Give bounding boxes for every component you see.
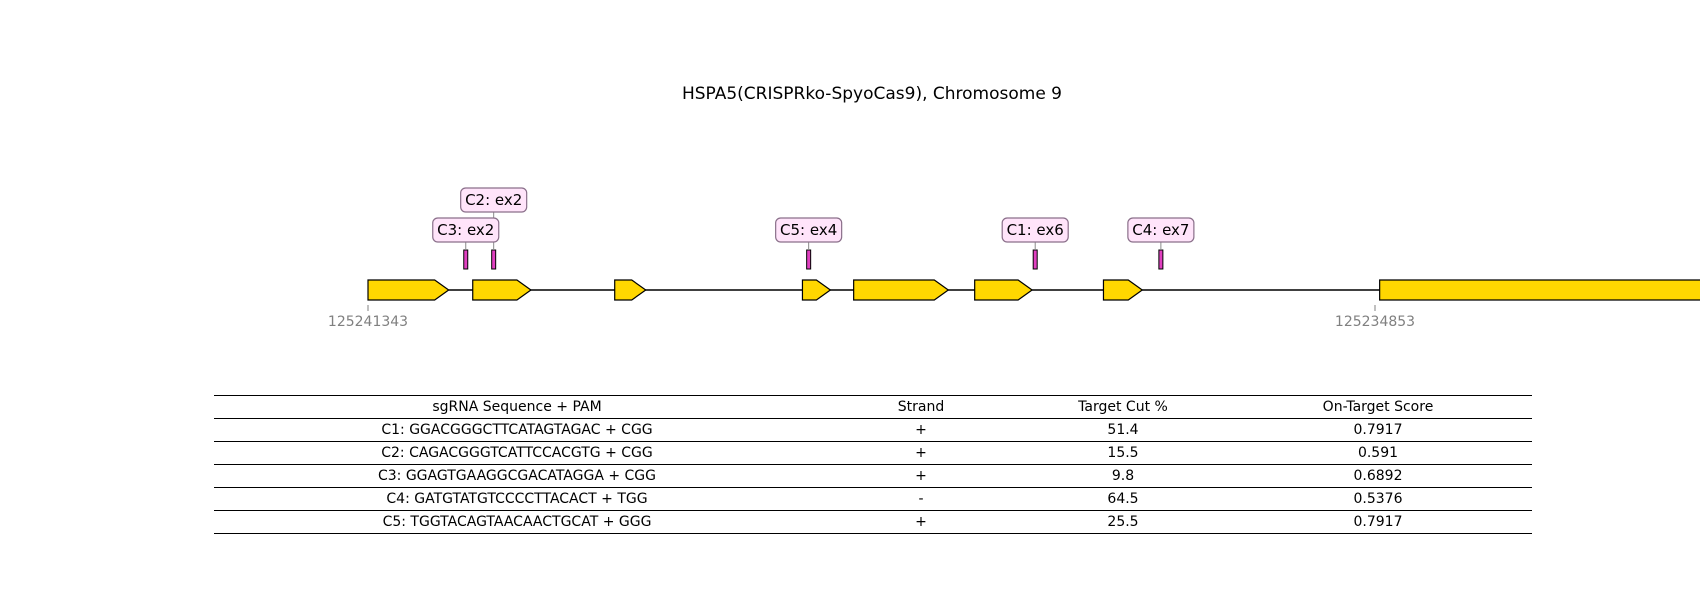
strand-cell: - [820, 487, 1022, 511]
table-row: C5: TGGTACAGTAACAACTGCAT + GGG + 25.5 0.… [214, 510, 1532, 534]
guide-marker-c3 [463, 249, 469, 270]
table-row: C3: GGAGTGAAGGCGACATAGGA + CGG + 9.8 0.6… [214, 464, 1532, 488]
score-cell: 0.591 [1224, 441, 1532, 465]
guide-label-c1: C1: ex6 [1007, 221, 1064, 239]
end-coordinate: 125234853 [1335, 314, 1415, 330]
strand-cell: + [820, 418, 1022, 442]
cut-cell: 51.4 [1022, 418, 1224, 442]
table-row: C2: CAGACGGGTCATTCCACGTG + CGG + 15.5 0.… [214, 441, 1532, 465]
guide-marker-c4 [1158, 249, 1164, 270]
cut-cell: 25.5 [1022, 510, 1224, 534]
guide-label-box-c3 [432, 217, 500, 243]
guide-label-c2: C2: ex2 [465, 191, 522, 209]
column-header-sequence: sgRNA Sequence + PAM [214, 395, 820, 419]
exon-5 [853, 279, 950, 301]
column-header-cut: Target Cut % [1022, 395, 1224, 419]
guide-marker-c5 [806, 249, 812, 270]
guide-label-box-c5 [775, 217, 843, 243]
guide-label-box-c4 [1127, 217, 1195, 243]
column-header-strand: Strand [820, 395, 1022, 419]
exon-4 [801, 279, 832, 301]
exon-6 [974, 279, 1034, 301]
table-header-row: sgRNA Sequence + PAM Strand Target Cut %… [214, 395, 1532, 419]
guide-table: sgRNA Sequence + PAM Strand Target Cut %… [214, 395, 1532, 534]
sequence-cell: C1: GGACGGGCTTCATAGTAGAC + CGG [214, 418, 820, 442]
guide-label-c4: C4: ex7 [1132, 221, 1189, 239]
start-coordinate: 125241343 [328, 314, 408, 330]
strand-cell: + [820, 464, 1022, 488]
exon-2 [472, 279, 532, 301]
sequence-cell: C3: GGAGTGAAGGCGACATAGGA + CGG [214, 464, 820, 488]
strand-cell: + [820, 510, 1022, 534]
score-cell: 0.7917 [1224, 510, 1532, 534]
column-header-score: On-Target Score [1224, 395, 1532, 419]
score-cell: 0.5376 [1224, 487, 1532, 511]
sequence-cell: C2: CAGACGGGTCATTCCACGTG + CGG [214, 441, 820, 465]
figure-title: HSPA5(CRISPRko-SpyoCas9), Chromosome 9 [682, 84, 1062, 104]
exon-3 [614, 279, 647, 301]
guide-marker-c2 [491, 249, 497, 270]
score-cell: 0.7917 [1224, 418, 1532, 442]
sequence-cell: C5: TGGTACAGTAACAACTGCAT + GGG [214, 510, 820, 534]
cut-cell: 64.5 [1022, 487, 1224, 511]
guide-marker-c1 [1032, 249, 1038, 270]
table-row: C1: GGACGGGCTTCATAGTAGAC + CGG + 51.4 0.… [214, 418, 1532, 442]
guide-label-c5: C5: ex4 [780, 221, 837, 239]
exon-7 [1102, 279, 1144, 301]
cut-cell: 9.8 [1022, 464, 1224, 488]
exon-8 [1379, 279, 1700, 301]
sequence-cell: C4: GATGTATGTCCCCTTACACT + TGG [214, 487, 820, 511]
table-row: C4: GATGTATGTCCCCTTACACT + TGG - 64.5 0.… [214, 487, 1532, 511]
gene-track: C1: ex6 C2: ex2 C3: ex2 C4: ex7 C5: ex4 [367, 187, 1700, 311]
exon-1 [367, 279, 450, 301]
guide-label-c3: C3: ex2 [437, 221, 494, 239]
strand-cell: + [820, 441, 1022, 465]
guide-label-box-c2 [460, 187, 528, 213]
cut-cell: 15.5 [1022, 441, 1224, 465]
score-cell: 0.6892 [1224, 464, 1532, 488]
guide-label-box-c1 [1001, 217, 1069, 243]
